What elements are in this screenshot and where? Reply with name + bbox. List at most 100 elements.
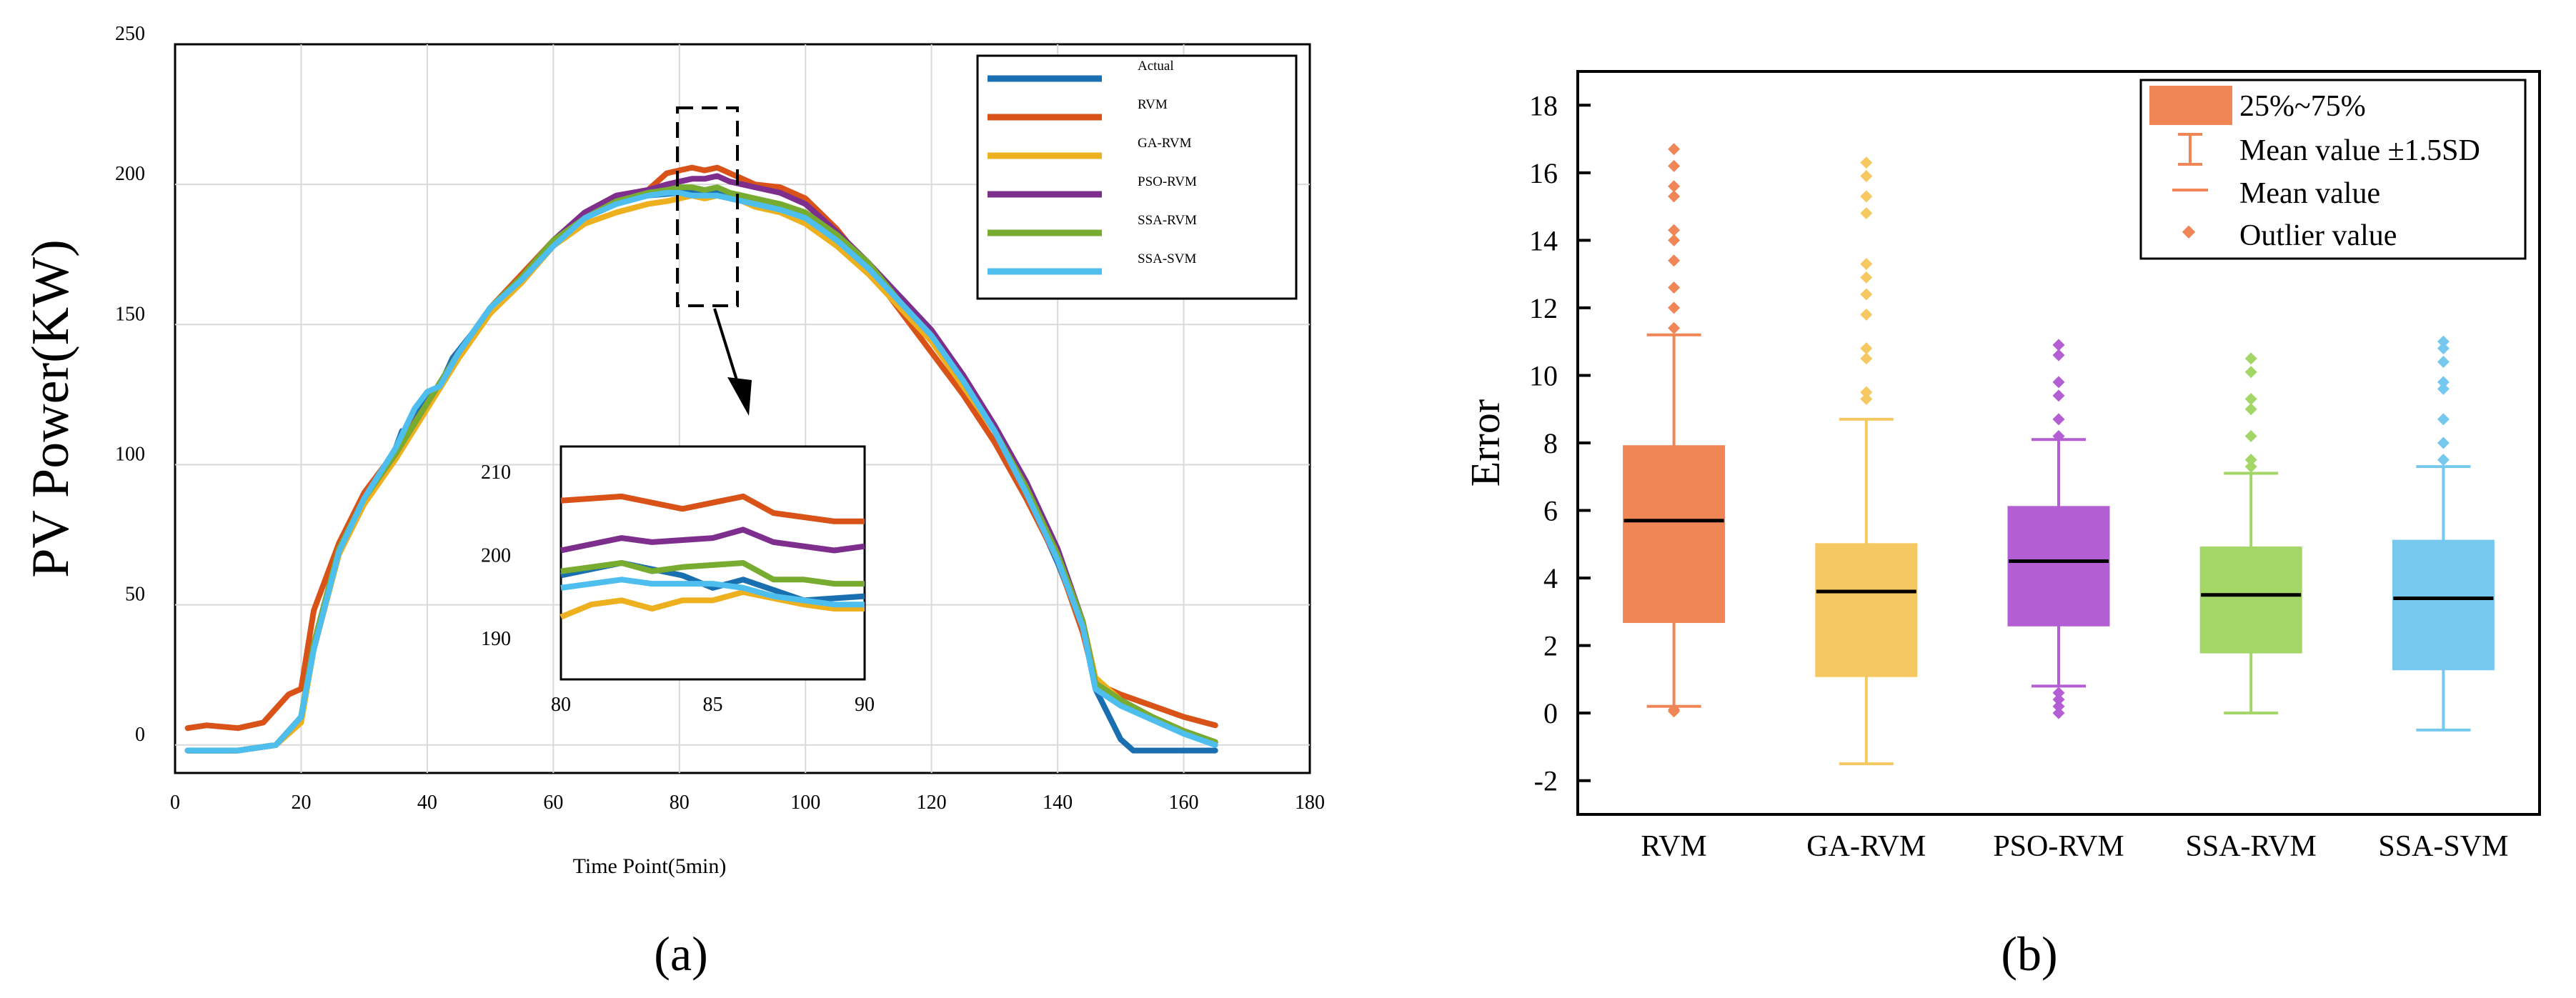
panel-b-y-ticks: -2 0 2 4 6 8 10 12 14 16 18 <box>1529 89 1591 797</box>
x-tick-label: 140 <box>1043 792 1073 814</box>
category-label-ssa-svm: SSA-SVM <box>2378 830 2508 863</box>
panel-a-x-tick-labels: 0 20 40 60 80 100 120 140 160 180 <box>170 792 1325 814</box>
box-pso-rvm <box>2007 339 2110 719</box>
panel-a-line-chart: 0 20 40 60 80 100 120 140 160 180 0 50 100 150 200 250… <box>21 23 1325 981</box>
inset-x-tick-label: 80 <box>551 694 571 716</box>
outlier-point <box>2052 700 2065 713</box>
series-line-ssa-svm <box>184 189 1218 754</box>
panel-a-label: (a) <box>654 927 707 981</box>
x-tick-label: 40 <box>417 792 437 814</box>
y-tick-label: 0 <box>1543 697 1558 729</box>
y-tick-label: 200 <box>115 163 145 185</box>
y-tick-label: 18 <box>1529 89 1558 121</box>
outlier-point <box>2437 376 2450 389</box>
legend-label-ssa-rvm: SSA-RVM <box>1138 213 1197 228</box>
outlier-point <box>2244 454 2257 466</box>
y-tick-label: 150 <box>115 303 145 325</box>
legend-label-ssa-svm: SSA-SVM <box>1138 251 1196 266</box>
y-tick-label: 2 <box>1543 630 1558 662</box>
panel-b-category-labels: RVM GA-RVM PSO-RVM SSA-RVM SSA-SVM <box>1641 830 2508 863</box>
panel-a-legend: Actual RVM GA-RVM PSO-RVM SSA-RVM SSA-SVM <box>976 54 1298 300</box>
y-tick-label: 4 <box>1543 562 1558 594</box>
x-tick-label: 180 <box>1295 792 1325 814</box>
panel-a-legend-frame <box>976 54 1298 300</box>
x-tick-label: 0 <box>170 792 180 814</box>
x-tick-label: 20 <box>291 792 311 814</box>
x-tick-label: 160 <box>1169 792 1199 814</box>
inset-y-tick-label: 210 <box>481 461 511 484</box>
x-tick-label: 120 <box>917 792 947 814</box>
zoom-highlight-box <box>676 106 739 307</box>
legend-box-label: 25%~75% <box>2239 90 2366 123</box>
y-tick-label: 0 <box>135 724 145 746</box>
inset-series-lines <box>560 493 865 620</box>
inset-line-rvm <box>560 493 865 524</box>
panel-b-boxes <box>1623 143 2495 766</box>
panel-a-y-tick-labels: 0 50 100 150 200 250 <box>115 23 145 746</box>
x-tick-label: 100 <box>790 792 820 814</box>
outlier-point <box>1668 705 1681 718</box>
y-tick-label: 8 <box>1543 427 1558 459</box>
y-tick-label: 6 <box>1543 495 1558 527</box>
outlier-point <box>2244 430 2257 443</box>
y-tick-label: 250 <box>115 23 145 45</box>
legend-label-pso-rvm: PSO-RVM <box>1138 174 1197 189</box>
panel-b-y-axis-label: Error <box>1462 399 1508 486</box>
legend-label-rvm: RVM <box>1138 97 1168 112</box>
inset-y-tick-label: 190 <box>481 628 511 650</box>
legend-label-actual: Actual <box>1138 59 1174 74</box>
outlier-point <box>1860 393 1873 406</box>
legend-box-swatch <box>2149 86 2232 125</box>
zoom-arrow <box>713 308 742 392</box>
panel-a-x-axis-label: Time Point(5min) <box>573 854 727 878</box>
inset-line-ga-rvm <box>560 589 865 620</box>
x-tick-label: 80 <box>670 792 690 814</box>
outlier-point <box>2244 403 2257 416</box>
inset-line-ssa-rvm <box>560 560 865 587</box>
inset-tick-labels: 80 85 90 190 200 210 <box>481 461 875 716</box>
legend-whisker-icon <box>2178 133 2202 166</box>
panel-a-series-lines <box>184 164 1218 754</box>
outlier-point <box>2052 687 2065 699</box>
y-tick-label: 50 <box>125 584 145 606</box>
inset-x-tick-label: 90 <box>855 694 875 716</box>
zoom-inset: 80 85 90 190 200 210 <box>481 445 875 716</box>
outlier-point <box>2244 460 2257 473</box>
outlier-point <box>2437 413 2450 426</box>
panel-b-legend: 25%~75% Mean value ±1.5SD Mean value Out… <box>2139 79 2527 260</box>
legend-whisker-label: Mean value ±1.5SD <box>2239 134 2480 167</box>
outlier-point <box>2244 393 2257 406</box>
zoom-arrow-head <box>727 377 752 416</box>
panel-b-label: (b) <box>2001 927 2057 981</box>
inset-line-pso-rvm <box>560 527 865 554</box>
y-tick-label: 14 <box>1529 224 1558 256</box>
outlier-point <box>2052 376 2065 389</box>
legend-outlier-icon <box>2182 225 2196 239</box>
outlier-point <box>1860 386 1873 399</box>
category-label-ssa-rvm: SSA-RVM <box>2186 830 2317 863</box>
iqr-box <box>1815 543 1918 677</box>
inset-x-tick-label: 85 <box>703 694 723 716</box>
category-label-rvm: RVM <box>1641 830 1706 863</box>
outlier-point <box>2052 389 2065 402</box>
legend-outlier-label: Outlier value <box>2239 219 2397 252</box>
y-tick-label: 10 <box>1529 359 1558 391</box>
category-label-ga-rvm: GA-RVM <box>1806 830 1926 863</box>
outlier-point <box>2052 430 2065 443</box>
outlier-point <box>2437 454 2450 466</box>
box-ssa-svm <box>2392 335 2495 732</box>
legend-mean-label: Mean value <box>2239 177 2380 210</box>
y-tick-label: -2 <box>1534 765 1558 797</box>
y-tick-label: 100 <box>115 443 145 465</box>
outlier-point <box>2437 436 2450 449</box>
legend-label-ga-rvm: GA-RVM <box>1138 136 1192 151</box>
iqr-box <box>1623 445 1726 624</box>
x-tick-label: 60 <box>543 792 563 814</box>
outlier-point <box>2052 413 2065 426</box>
box-ga-rvm <box>1815 156 1918 766</box>
y-tick-label: 12 <box>1529 292 1558 324</box>
y-tick-label: 16 <box>1529 157 1558 189</box>
outlier-point <box>2052 693 2065 706</box>
outlier-point <box>2244 366 2257 379</box>
